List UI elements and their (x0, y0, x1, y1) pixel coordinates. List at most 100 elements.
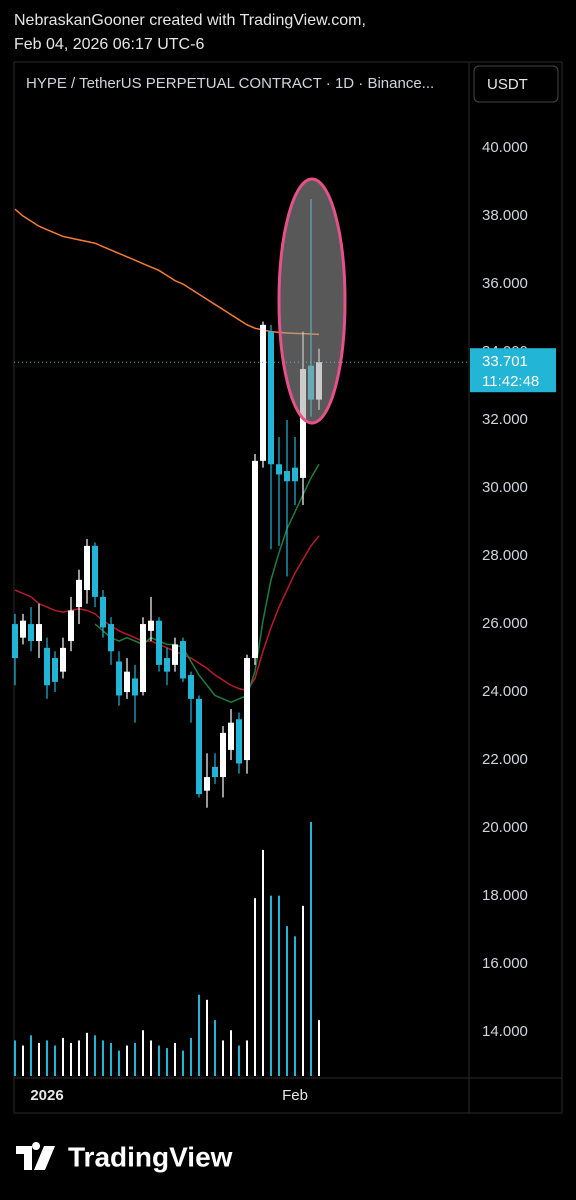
candle-body (20, 620, 26, 638)
header-line: NebraskanGooner created with TradingView… (14, 12, 366, 29)
volume-bar (182, 1050, 184, 1076)
volume-bar (54, 1045, 56, 1076)
candle-body (228, 722, 234, 750)
volume-bar (62, 1037, 64, 1076)
y-tick-label: 28.000 (482, 547, 528, 564)
moving-average (94, 463, 320, 704)
y-tick-label: 24.000 (482, 683, 528, 700)
volume-bar (206, 999, 208, 1076)
candle-body (124, 671, 130, 693)
volume-bar (118, 1050, 120, 1076)
candle-body (28, 624, 34, 642)
volume-bar (310, 822, 312, 1076)
currency-label[interactable]: USDT (487, 76, 528, 93)
moving-average (14, 535, 320, 692)
y-tick-label: 16.000 (482, 955, 528, 972)
candle-body (172, 644, 178, 665)
volume-bar (174, 1042, 176, 1076)
candle-body (292, 467, 298, 482)
countdown: 11:42:48 (482, 373, 539, 390)
y-tick-label: 20.000 (482, 819, 528, 836)
last-price-box (470, 348, 556, 393)
volume-bar (262, 849, 264, 1076)
currency-button[interactable] (473, 65, 559, 103)
chart-title: HYPE / TetherUS PERPETUAL CONTRACT · 1D … (26, 75, 434, 92)
candle-body (236, 719, 242, 764)
logo-mark (16, 1142, 55, 1170)
volume-bar (214, 1020, 216, 1076)
moving-average (14, 208, 320, 336)
candle-body (204, 777, 210, 791)
volume-bar (22, 1045, 24, 1076)
volume-bar (246, 1040, 248, 1076)
y-tick-label: 32.000 (482, 411, 528, 428)
volume-bar (270, 895, 272, 1076)
candle-body (92, 545, 98, 597)
volume-bar (302, 905, 304, 1076)
volume-bar (30, 1035, 32, 1076)
logo: TradingView (16, 1141, 233, 1172)
volume-bar (190, 1037, 192, 1076)
volume-bar (294, 936, 296, 1076)
candle-body (116, 661, 122, 696)
candle-body (148, 620, 154, 631)
volume-bar (278, 895, 280, 1076)
last-price-label: 33.701 (482, 353, 528, 370)
price-axis: 14.000 16.000 18.000 20.000 22.000 24.000 26.0… (470, 139, 556, 1040)
x-tick-label: 2026 (30, 1087, 63, 1104)
candle-body (212, 766, 218, 778)
volume-bar (94, 1035, 96, 1076)
volume-bar (318, 1020, 320, 1076)
y-tick-label: 38.000 (482, 207, 528, 224)
x-tick-label: Feb (282, 1087, 308, 1104)
header-line: Feb 04, 2026 06:17 UTC-6 (14, 36, 204, 53)
candle-body (276, 464, 282, 475)
candle-body (220, 732, 226, 778)
candle-body (76, 579, 82, 608)
volume-bar (222, 1040, 224, 1076)
volume-bar (230, 1030, 232, 1076)
volume-bar (126, 1045, 128, 1076)
volume-bar (286, 926, 288, 1076)
y-tick-label: 26.000 (482, 615, 528, 632)
volume-bar (86, 1032, 88, 1076)
candle-body (12, 624, 18, 659)
y-tick-label: 14.000 (482, 1023, 528, 1040)
candle-body (60, 647, 66, 672)
candle-body (164, 658, 170, 672)
volume-bar (150, 1040, 152, 1076)
y-tick-label: 22.000 (482, 751, 528, 768)
candle-body (44, 647, 50, 686)
candle-body (196, 698, 202, 795)
volume-bar (158, 1045, 160, 1076)
volume-bar (238, 1045, 240, 1076)
brand: TradingView (68, 1141, 233, 1172)
y-tick-label: 40.000 (482, 139, 528, 156)
candle-body (260, 324, 266, 461)
volume-bar (102, 1040, 104, 1076)
candle-body (188, 675, 194, 699)
volume-bar (142, 1030, 144, 1076)
volume-bar (134, 1042, 136, 1076)
volume-bar (70, 1042, 72, 1076)
y-tick-label: 30.000 (482, 479, 528, 496)
candle-body (268, 331, 274, 465)
highlight-ellipse (277, 177, 347, 425)
candle-body (180, 641, 186, 679)
volume-bar (46, 1040, 48, 1076)
volume-bar (14, 1040, 16, 1076)
candle-body (84, 545, 90, 591)
y-tick-label: 36.000 (482, 275, 528, 292)
candle-body (68, 610, 74, 642)
candle-body (52, 658, 58, 682)
volume-bar (198, 994, 200, 1076)
candle-body (108, 624, 114, 652)
candle-body (132, 678, 138, 696)
candle-body (300, 369, 306, 478)
y-tick-label: 18.000 (482, 887, 528, 904)
candle-body (252, 460, 258, 659)
volume-bar (254, 898, 256, 1076)
volume-bar (110, 1042, 112, 1076)
